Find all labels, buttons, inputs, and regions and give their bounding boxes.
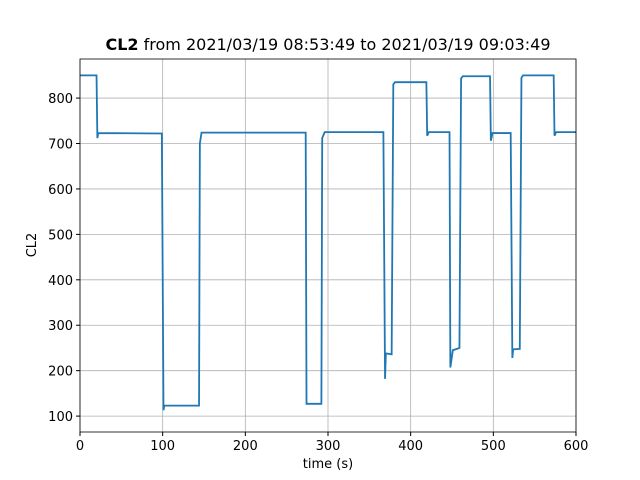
y-tick-label: 200 (48, 365, 73, 380)
data-line (80, 74, 576, 411)
y-tick-label: 300 (48, 319, 73, 334)
x-tick-label: 0 (76, 439, 84, 454)
y-axis-label: CL2 (25, 233, 40, 258)
chart-title: CL2 from 2021/03/19 08:53:49 to 2021/03/… (105, 35, 550, 54)
x-tick-label: 500 (481, 439, 506, 454)
y-tick-label: 100 (48, 410, 73, 425)
x-tick-label: 400 (398, 439, 423, 454)
y-tick-label: 800 (48, 92, 73, 107)
y-tick-label: 700 (48, 138, 73, 153)
plot-frame (79, 58, 577, 433)
y-tick-label: 600 (48, 183, 73, 198)
x-tick-label: 300 (316, 439, 341, 454)
x-tick-label: 100 (150, 439, 175, 454)
y-tick-label: 500 (48, 228, 73, 243)
x-tick-label: 600 (564, 439, 589, 454)
title-rest: from 2021/03/19 08:53:49 to 2021/03/19 0… (144, 35, 551, 54)
x-tick-label: 200 (233, 439, 258, 454)
x-axis-label: time (s) (303, 457, 353, 472)
title-bold: CL2 (105, 35, 138, 54)
y-tick-label: 400 (48, 274, 73, 289)
